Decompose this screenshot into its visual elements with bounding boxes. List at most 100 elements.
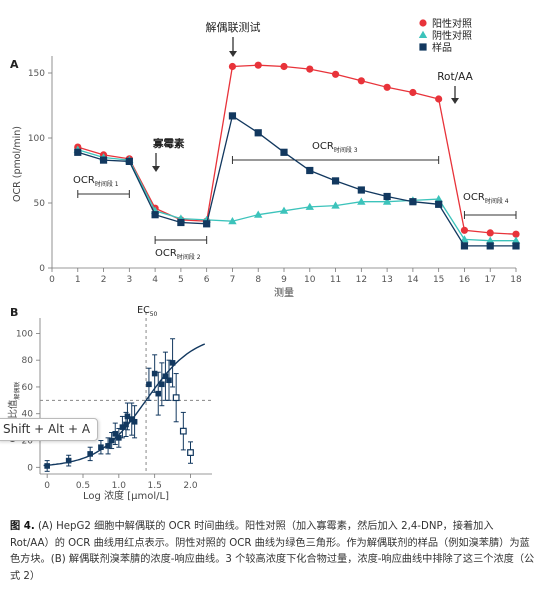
fitted-dose-response-curve: [43, 343, 206, 467]
excluded-dose-response-point: [179, 411, 187, 451]
x-tick-label: 1: [75, 275, 81, 285]
excluded-dose-response-point: [172, 373, 180, 423]
sample-point: [512, 242, 520, 250]
x-tick-label: 12: [356, 275, 367, 285]
legend-negative-control-marker: [418, 30, 428, 38]
screenshot-shortcut-tooltip: Shift + Alt + A: [0, 418, 99, 441]
y-tick-label: 150: [28, 69, 45, 79]
data-point-marker: [169, 360, 176, 366]
sample-point: [74, 148, 82, 156]
positive-control-point: [460, 226, 469, 234]
x-tick-label: 2.0: [183, 481, 198, 491]
sample-point: [125, 157, 133, 165]
y-tick-label: 0: [27, 463, 33, 473]
x-tick-label: 4: [152, 275, 158, 285]
data-point-marker: [108, 437, 115, 444]
y-tick-label: 100: [16, 329, 33, 339]
sample-point: [331, 177, 340, 185]
panel-b-dose-response-chart: B 0 0.5 1.0 1.5 2.0 0 20 40 60 80 100 Log 浓度 [µmol/L…: [7, 305, 212, 502]
oligomycin-injection-arrow-head: [152, 166, 160, 172]
series-1-group: [74, 61, 520, 238]
data-point-marker: [146, 381, 152, 388]
negative-control-point: [486, 236, 495, 244]
data-point-marker: [44, 463, 50, 469]
series-line-3: [77, 114, 516, 247]
dose-response-point: [162, 351, 169, 401]
x-tick-label: 5: [178, 275, 184, 285]
data-point-marker: [123, 421, 129, 428]
data-point-marker: [166, 377, 172, 384]
ocr-period-3-label: OCR时间段 3: [312, 141, 358, 154]
ocr-period-4-label: OCR时间段 4: [463, 192, 509, 205]
panel-a-line-chart: A0 1 2 3 4 5 6 7 8 9 10 11 12 13 14 15 16 17 18050100150测量…: [10, 17, 522, 299]
dose-response-point: [128, 402, 135, 436]
data-point-marker: [65, 457, 72, 464]
dose-response-point: [44, 460, 50, 472]
dose-response-point: [166, 359, 172, 401]
ocr-period-2-label: OCR时间段 2: [155, 248, 201, 261]
negative-control-point: [434, 194, 443, 203]
rotaa-injection-label: Rot/AA: [437, 71, 473, 83]
y-tick-label: 40: [22, 410, 34, 420]
positive-control-point: [435, 95, 443, 103]
panel-a-label: A: [10, 58, 19, 71]
x-tick-label: 11: [330, 275, 341, 285]
dose-response-point: [146, 367, 152, 401]
sample-point: [254, 129, 262, 137]
dose-response-point: [124, 402, 131, 431]
data-point-marker: [119, 424, 126, 430]
uncoupler-injection-label: 解偶联测试: [206, 20, 261, 34]
data-point-marker: [116, 435, 122, 441]
excluded-dose-response-point: [187, 441, 194, 464]
x-tick-label: 3: [126, 275, 132, 285]
negative-control-point: [305, 202, 314, 210]
positive-control-point: [306, 65, 314, 73]
dose-response-point: [112, 422, 119, 446]
data-point-marker: [112, 431, 119, 437]
x-tick-label: 0.5: [76, 481, 90, 491]
legend-positive-control-marker: [419, 19, 427, 27]
positive-control-point: [228, 62, 237, 71]
sample-point: [99, 156, 108, 164]
x-tick-label: 1.5: [148, 481, 162, 491]
x-axis-title: Log 浓度 [µmol/L]: [83, 489, 169, 502]
figure-caption-text: (A) HepG2 细胞中解偶联的 OCR 时间曲线。阳性对照（加入寡霉素，然后…: [10, 521, 535, 582]
data-point-marker: [87, 451, 93, 457]
x-tick-label: 7: [230, 275, 236, 285]
x-axis-title: 测量: [274, 286, 294, 299]
figure-caption: 图 4. (A) HepG2 细胞中解偶联的 OCR 时间曲线。阳性对照（加入寡…: [10, 519, 535, 585]
sample-point: [203, 220, 211, 228]
dose-response-point: [87, 446, 93, 462]
y-tick-label: 60: [22, 383, 34, 393]
legend-label-1: 阳性对照: [432, 17, 472, 30]
legend-sample-marker: [419, 43, 427, 51]
negative-control-point: [228, 217, 237, 225]
x-tick-label: 0: [44, 481, 50, 491]
figure: A0 1 2 3 4 5 6 7 8 9 10 11 12 13 14 15 16 17 18050100150测量…: [7, 17, 522, 502]
oligomycin-injection-label: 寡霉素: [152, 137, 185, 150]
dose-response-point: [159, 362, 165, 407]
x-tick-label: 2: [101, 275, 107, 285]
positive-control-point: [512, 230, 520, 238]
ec50-label: EC50: [137, 305, 157, 318]
rotaa-injection-arrow-head: [451, 98, 459, 104]
y-tick-label: 0: [39, 264, 45, 274]
sample-point: [357, 186, 365, 194]
positive-control-point: [486, 229, 494, 237]
dose-response-point: [119, 415, 126, 439]
sample-point: [409, 198, 417, 206]
x-tick-label: 9: [281, 275, 287, 285]
negative-control-point: [331, 201, 340, 209]
sample-point: [177, 218, 185, 227]
data-point-marker: [128, 416, 135, 422]
x-tick-label: 0: [49, 275, 55, 285]
figure-number: 图 4.: [10, 521, 35, 532]
y-tick-label: 80: [22, 356, 34, 366]
sample-point: [280, 148, 288, 156]
y-axis-title: OCR (pmol/min): [12, 126, 23, 202]
y-tick-label: 20: [22, 437, 34, 447]
negative-control-point: [511, 236, 521, 244]
x-tick-label: 6: [204, 275, 210, 285]
sample-point: [383, 192, 391, 201]
sample-point: [306, 166, 314, 175]
